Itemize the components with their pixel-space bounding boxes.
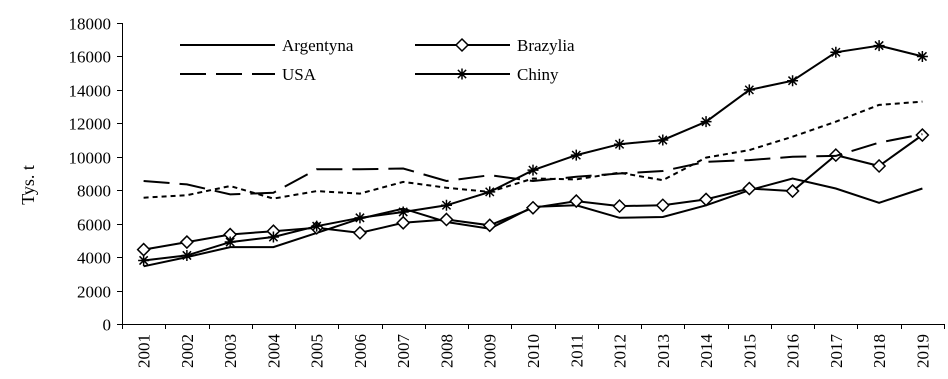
y-tick-label: 4000 — [77, 249, 111, 268]
legend-item: USA — [180, 65, 317, 84]
x-tick-label: 2001 — [135, 334, 154, 368]
data-point — [527, 164, 539, 176]
series-brazylia — [136, 127, 930, 257]
data-point — [700, 116, 712, 128]
legend-marker — [454, 37, 470, 53]
y-tick-label: 6000 — [77, 216, 111, 235]
data-point — [482, 218, 497, 233]
data-point — [396, 215, 411, 230]
data-point — [181, 249, 193, 261]
data-point — [138, 254, 150, 266]
y-tick-label: 8000 — [77, 182, 111, 201]
data-point — [785, 183, 800, 199]
y-tick-label: 14000 — [69, 82, 112, 101]
data-point — [614, 138, 626, 150]
legend-label: USA — [282, 65, 317, 84]
data-point — [224, 236, 236, 248]
data-point — [440, 199, 452, 211]
x-ticks: 2001 2002 2003 2004 2005 2006 2007 2008 2009 2010… — [122, 324, 945, 369]
data-point — [354, 212, 366, 224]
x-tick-label: 2014 — [697, 334, 716, 369]
series-line — [143, 133, 923, 196]
legend: Argentyna Brazylia USA Chiny — [180, 36, 575, 84]
data-point — [569, 194, 584, 209]
legend-item: Brazylia — [415, 36, 575, 55]
data-point — [655, 198, 670, 213]
data-point — [830, 46, 842, 58]
legend-item: Argentyna — [180, 36, 354, 55]
data-point — [352, 225, 368, 240]
x-tick-label: 2015 — [740, 334, 759, 368]
y-tick-label: 2000 — [77, 283, 111, 302]
x-tick-label: 2012 — [611, 334, 630, 368]
y-tick-label: 16000 — [69, 48, 112, 67]
axes — [122, 23, 944, 325]
series-usa — [143, 133, 923, 196]
data-point — [657, 134, 669, 146]
series-line — [143, 100, 923, 200]
x-tick-label: 2004 — [264, 334, 283, 369]
data-point — [136, 242, 151, 257]
series-argentyna — [143, 177, 923, 268]
legend-marker — [456, 68, 468, 80]
x-tick-label: 2008 — [437, 334, 456, 368]
y-tick-label: 10000 — [69, 149, 112, 168]
series-layer — [136, 40, 930, 268]
x-tick-label: 2013 — [654, 334, 673, 368]
data-point — [525, 200, 541, 215]
data-point — [267, 231, 279, 243]
data-point — [743, 84, 755, 96]
data-point — [179, 235, 194, 250]
x-tick-label: 2007 — [394, 334, 413, 369]
legend-label: Argentyna — [282, 36, 354, 55]
x-tick-label: 2005 — [308, 334, 327, 368]
y-ticks: 0 2000 4000 6000 8000 10000 12000 14000 16000 180… — [69, 15, 122, 335]
series-unnamed-4 — [143, 100, 923, 200]
data-point — [311, 220, 323, 232]
data-point — [698, 192, 714, 207]
data-point — [873, 40, 885, 52]
legend-label: Brazylia — [517, 36, 575, 55]
data-point — [742, 181, 757, 196]
x-tick-label: 2018 — [870, 334, 889, 368]
series-line — [143, 177, 923, 268]
data-point — [397, 206, 409, 218]
x-tick-label: 2011 — [567, 334, 586, 367]
series-chiny — [138, 40, 928, 266]
data-point — [612, 199, 627, 214]
data-point — [787, 75, 799, 87]
y-tick-label: 0 — [103, 316, 112, 335]
x-tick-label: 2010 — [524, 334, 543, 368]
data-point — [916, 50, 928, 62]
x-tick-label: 2003 — [221, 334, 240, 368]
x-tick-label: 2016 — [784, 334, 803, 368]
x-tick-label: 2006 — [351, 334, 370, 368]
x-tick-label: 2002 — [178, 334, 197, 368]
x-tick-label: 2009 — [481, 334, 500, 368]
data-point — [570, 149, 582, 161]
data-point — [439, 212, 454, 227]
legend-item: Chiny — [415, 65, 559, 84]
legend-label: Chiny — [517, 65, 559, 84]
y-axis-title: Tys. t — [18, 165, 38, 205]
x-tick-label: 2019 — [913, 334, 932, 368]
data-point — [872, 158, 887, 174]
y-tick-label: 18000 — [69, 15, 112, 34]
y-tick-label: 12000 — [69, 115, 112, 134]
x-tick-label: 2017 — [827, 334, 846, 369]
